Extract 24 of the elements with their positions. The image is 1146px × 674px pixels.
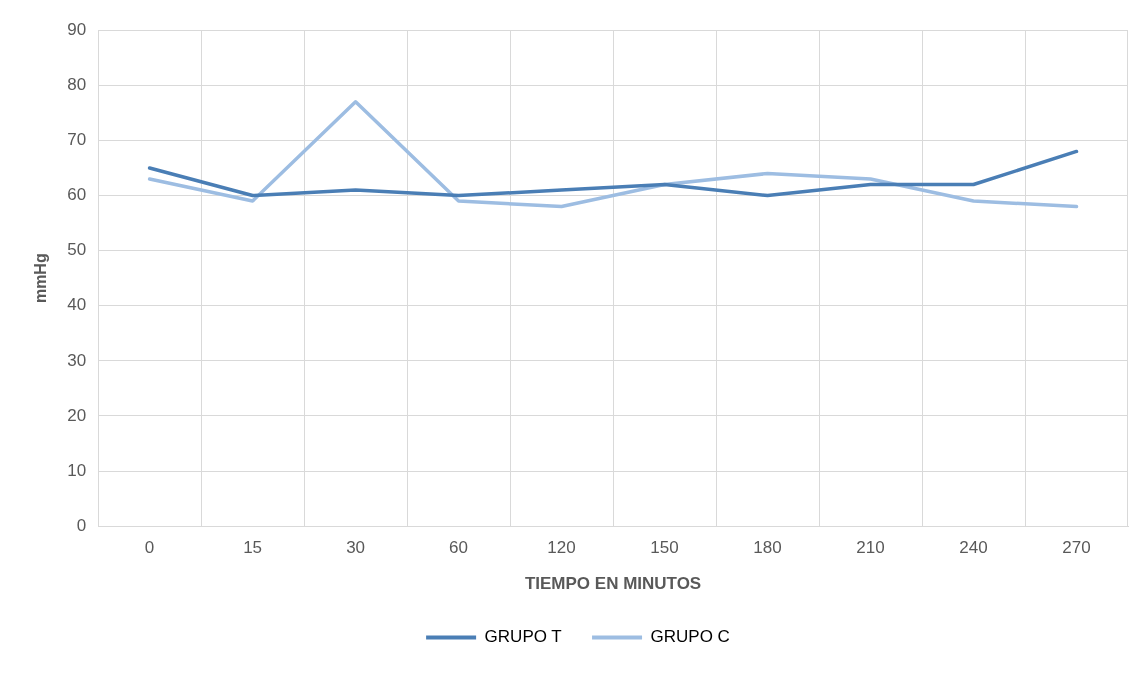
y-tick-label: 20 (67, 405, 87, 425)
y-tick-label: 40 (67, 295, 87, 315)
x-axis-title: TIEMPO EN MINUTOS (524, 574, 702, 594)
y-tick-label: 80 (67, 75, 87, 94)
x-tick-label: 270 (1062, 538, 1091, 558)
x-tick-label: 0 (144, 538, 155, 558)
x-tick-label: 210 (856, 538, 885, 558)
x-tick-label: 120 (547, 538, 576, 558)
y-tick-label: 10 (67, 460, 87, 480)
y-tick-label: 70 (67, 130, 87, 150)
x-tick-label: 60 (449, 538, 469, 558)
legend-label: GRUPO C (650, 627, 730, 647)
y-tick-label: 0 (76, 515, 87, 535)
x-tick-label: 240 (959, 538, 988, 558)
x-tick-label: 180 (753, 538, 782, 558)
y-tick-label: 90 (67, 19, 87, 39)
x-tick-label: 30 (346, 538, 366, 558)
y-tick-label: 30 (67, 350, 87, 370)
x-tick-label: 150 (650, 538, 679, 558)
legend-label: GRUPO T (484, 627, 562, 647)
y-tick-label: 60 (67, 185, 87, 205)
x-tick-label: 15 (243, 538, 263, 558)
y-tick-label: 50 (67, 240, 87, 260)
y-axis-title: mmHg (32, 253, 50, 304)
